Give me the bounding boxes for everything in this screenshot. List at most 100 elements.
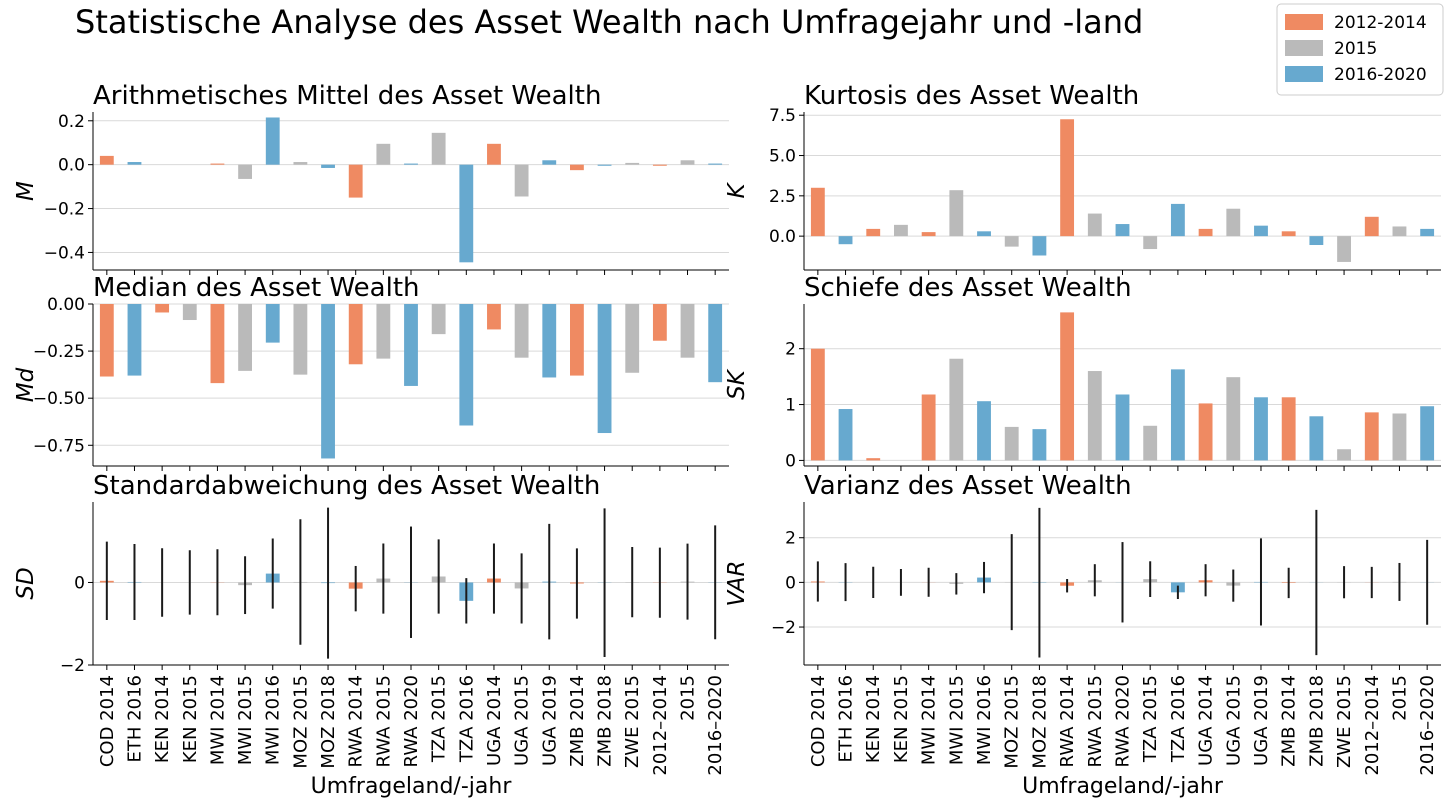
bar <box>810 348 825 461</box>
x-tick-label: MOZ 2015 <box>290 675 311 769</box>
bar <box>127 304 142 376</box>
x-tick-label: ZMB 2018 <box>595 675 616 767</box>
y-tick-label: −2 <box>60 656 85 676</box>
bar <box>652 304 667 341</box>
bar <box>155 304 170 313</box>
x-tick-label: UGA 2019 <box>1251 675 1272 766</box>
bar <box>542 304 557 378</box>
y-tick-label: 0.00 <box>47 295 85 315</box>
bar <box>866 458 881 461</box>
x-tick-label: 2015 <box>1389 675 1410 721</box>
x-tick-label: RWA 2014 <box>346 675 367 767</box>
bar <box>1087 213 1102 237</box>
x-tick-label: KEN 2014 <box>152 675 173 763</box>
x-tick-label: MOZ 2015 <box>1002 675 1023 769</box>
x-tick-label: 2012–2014 <box>650 675 671 776</box>
x-tick-label: MOZ 2018 <box>1029 675 1050 769</box>
x-tick-label: RWA 2020 <box>401 675 422 767</box>
bar <box>487 143 501 165</box>
bar <box>1420 228 1435 237</box>
bar <box>1170 369 1185 461</box>
y-tick-label: 0.2 <box>58 112 85 132</box>
x-tick-label: MWI 2015 <box>946 675 967 765</box>
bar <box>293 162 308 165</box>
legend-label: 2016-2020 <box>1334 65 1427 85</box>
x-tick-label: COD 2014 <box>97 675 118 767</box>
bar <box>838 236 853 245</box>
bar <box>894 224 908 237</box>
bar <box>1170 203 1185 237</box>
bar <box>514 304 529 358</box>
bar <box>1337 236 1351 262</box>
bar <box>838 409 853 461</box>
x-tick-label: UGA 2015 <box>1223 675 1244 766</box>
bar <box>293 304 308 375</box>
bar <box>404 304 418 386</box>
bar <box>1254 225 1268 237</box>
bar <box>127 162 142 165</box>
bar <box>1004 236 1019 247</box>
chart-panel: 0.2 0.0 −0.2 −0.4 Arithmetisches Mittel des … <box>13 81 729 275</box>
bar <box>376 143 391 165</box>
x-tick-label: ZMB 2014 <box>567 675 588 767</box>
bar <box>949 190 964 237</box>
bar <box>376 304 391 359</box>
y-tick-label: −0.50 <box>33 389 85 409</box>
bar <box>597 164 612 166</box>
bar <box>1254 397 1268 461</box>
chart-panel: 2 1 0 Schiefe des Asset Wealth SK <box>724 273 1441 471</box>
x-tick-label: MOZ 2018 <box>318 675 339 769</box>
bar <box>459 164 474 263</box>
x-tick-label: KEN 2014 <box>863 675 884 763</box>
x-tick-label: KEN 2015 <box>891 675 912 763</box>
x-tick-label: TZA 2016 <box>456 675 477 763</box>
y-tick-label: −0.75 <box>33 436 85 456</box>
bar <box>348 304 363 365</box>
bar <box>680 304 695 358</box>
x-tick-label: MWI 2015 <box>235 675 256 765</box>
bar <box>680 160 695 165</box>
x-tick-label: RWA 2015 <box>1085 675 1106 767</box>
chart-panel: 7.5 5.0 2.5 0.0 Kurtosis des Asset Wealth K <box>724 81 1441 275</box>
bar <box>949 358 964 461</box>
x-tick-label: ETH 2016 <box>124 675 145 762</box>
y-axis-label: SK <box>724 368 750 400</box>
bar <box>1032 236 1047 256</box>
bar <box>514 164 529 197</box>
bar <box>348 164 363 198</box>
bar <box>708 163 723 165</box>
x-tick-label: 2015 <box>678 675 699 721</box>
bar <box>238 304 252 371</box>
x-tick-label: MWI 2016 <box>263 675 284 765</box>
bar <box>597 304 612 434</box>
x-tick-label: MWI 2014 <box>207 675 228 765</box>
bar <box>625 162 640 165</box>
bar <box>1364 412 1379 461</box>
bar <box>99 155 114 165</box>
bar <box>1115 224 1130 237</box>
panel-title: Varianz des Asset Wealth <box>804 471 1132 501</box>
y-tick-label: −0.4 <box>44 243 85 263</box>
bar <box>542 160 557 165</box>
panel-title: Arithmetisches Mittel des Asset Wealth <box>93 81 601 111</box>
bar <box>1392 226 1407 237</box>
x-tick-label: ZWE 2015 <box>1334 675 1355 768</box>
bar <box>238 164 252 179</box>
panel-title: Median des Asset Wealth <box>93 273 420 303</box>
x-tick-label: RWA 2020 <box>1113 675 1134 767</box>
panel-title: Kurtosis des Asset Wealth <box>804 81 1139 111</box>
bar <box>1420 406 1435 461</box>
x-tick-label: MWI 2014 <box>919 675 940 765</box>
bar <box>1364 216 1379 237</box>
x-tick-label: MWI 2016 <box>974 675 995 765</box>
x-axis-label: Umfrageland/-jahr <box>311 774 513 799</box>
y-tick-label: 7.5 <box>769 106 796 126</box>
bar <box>265 117 280 165</box>
x-axis-label: Umfrageland/-jahr <box>1022 774 1224 799</box>
x-tick-label: ETH 2016 <box>836 675 857 762</box>
bar <box>1032 429 1047 461</box>
y-tick-label: 2.5 <box>769 187 796 207</box>
legend-label: 2015 <box>1334 39 1377 59</box>
x-tick-label: 2012–2014 <box>1362 675 1383 776</box>
